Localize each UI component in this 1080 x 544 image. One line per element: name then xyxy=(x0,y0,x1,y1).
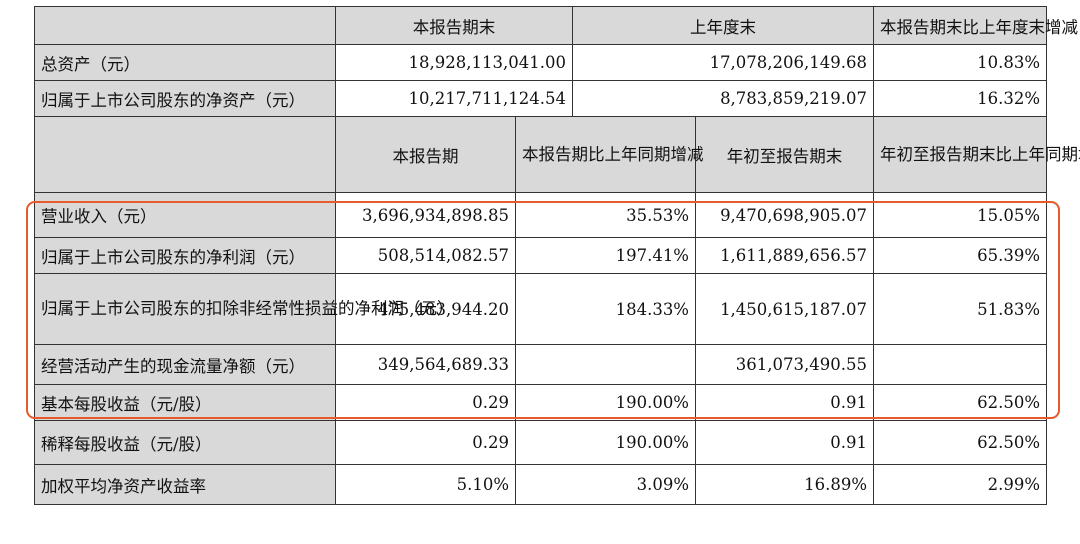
header-last-year-end: 上年度末 xyxy=(571,6,875,45)
cell-value: 197.41% xyxy=(515,237,696,274)
header-yoy-change: 本报告期比上年同期增减 xyxy=(515,116,704,193)
cell-value: 62.50% xyxy=(873,420,1048,465)
header-current-period: 本报告期 xyxy=(335,116,516,193)
cell-value: 65.39% xyxy=(873,237,1048,274)
table-row: 归属于上市公司股东的扣除非经常性损益的净利润（元） 475,483,944.20… xyxy=(34,273,1048,345)
row-label: 加权平均净资产收益率 xyxy=(34,464,336,505)
cell-value: 184.33% xyxy=(515,273,696,345)
cell-value: 16.32% xyxy=(873,80,1048,117)
table-row: 基本每股收益（元/股） 0.29 190.00% 0.91 62.50% xyxy=(34,384,1048,421)
row-label: 营业收入（元） xyxy=(34,192,336,238)
cell-value: 0.91 xyxy=(694,420,875,465)
table-row: 稀释每股收益（元/股） 0.29 190.00% 0.91 62.50% xyxy=(34,420,1048,465)
cell-value: 17,078,206,149.68 xyxy=(571,44,875,81)
cell-value: 3,696,934,898.85 xyxy=(335,192,516,238)
cell-value: 3.09% xyxy=(515,464,696,505)
cell-value: 16.89% xyxy=(694,464,875,505)
cell-value: 62.50% xyxy=(873,384,1048,421)
cell-value: 35.53% xyxy=(515,192,696,238)
table-row: 归属于上市公司股东的净利润（元） 508,514,082.57 197.41% … xyxy=(34,237,1048,274)
cell-value: 1,611,889,656.57 xyxy=(694,237,875,274)
row-label: 总资产（元） xyxy=(34,44,336,81)
header-row-balance: 本报告期末 上年度末 本报告期末比上年度末增减 xyxy=(34,6,1078,45)
cell-value: 5.10% xyxy=(335,464,516,505)
cell-value: 8,783,859,219.07 xyxy=(571,80,875,117)
financial-table: 本报告期末 上年度末 本报告期末比上年度末增减 总资产（元） 18,928,11… xyxy=(34,6,1080,505)
header-row-income: 本报告期 本报告期比上年同期增减 年初至报告期末 年初至报告期末比上年同期增减 xyxy=(34,116,1080,193)
cell-value: 51.83% xyxy=(873,273,1048,345)
header-ytd: 年初至报告期末 xyxy=(694,116,875,193)
row-label: 归属于上市公司股东的扣除非经常性损益的净利润（元） xyxy=(34,273,454,345)
cell-value: 10,217,711,124.54 xyxy=(335,80,573,117)
cell-value: 2.99% xyxy=(873,464,1048,505)
row-label: 稀释每股收益（元/股） xyxy=(34,420,336,465)
header-ytd-change: 年初至报告期末比上年同期增减 xyxy=(873,116,1080,193)
cell-value: 0.91 xyxy=(694,384,875,421)
cell-value: 10.83% xyxy=(873,44,1048,81)
header-period-end: 本报告期末 xyxy=(335,6,573,45)
cell-value: 9,470,698,905.07 xyxy=(694,192,875,238)
cell-value: 475,483,944.20 xyxy=(335,273,516,345)
table-row: 营业收入（元） 3,696,934,898.85 35.53% 9,470,69… xyxy=(34,192,1048,238)
cell-value xyxy=(515,344,696,385)
cell-value: 0.29 xyxy=(335,420,516,465)
table-row: 经营活动产生的现金流量净额（元） 349,564,689.33 361,073,… xyxy=(34,344,1048,385)
cell-value: 508,514,082.57 xyxy=(335,237,516,274)
row-label: 归属于上市公司股东的净利润（元） xyxy=(34,237,336,274)
cell-value xyxy=(873,344,1048,385)
row-label: 归属于上市公司股东的净资产（元） xyxy=(34,80,336,117)
header-change: 本报告期末比上年度末增减 xyxy=(873,6,1078,45)
table-row: 加权平均净资产收益率 5.10% 3.09% 16.89% 2.99% xyxy=(34,464,1048,505)
cell-value: 15.05% xyxy=(873,192,1048,238)
cell-value: 361,073,490.55 xyxy=(694,344,875,385)
cell-value: 190.00% xyxy=(515,384,696,421)
cell-value: 18,928,113,041.00 xyxy=(335,44,573,81)
cell-value: 0.29 xyxy=(335,384,516,421)
cell-value: 1,450,615,187.07 xyxy=(694,273,875,345)
table-row: 归属于上市公司股东的净资产（元） 10,217,711,124.54 8,783… xyxy=(34,80,1048,117)
row-label: 经营活动产生的现金流量净额（元） xyxy=(34,344,336,385)
cell-value: 190.00% xyxy=(515,420,696,465)
table-row: 总资产（元） 18,928,113,041.00 17,078,206,149.… xyxy=(34,44,1048,81)
header-blank-cell xyxy=(34,116,336,193)
row-label: 基本每股收益（元/股） xyxy=(34,384,336,421)
cell-value: 349,564,689.33 xyxy=(335,344,516,385)
header-blank-cell xyxy=(34,6,336,45)
